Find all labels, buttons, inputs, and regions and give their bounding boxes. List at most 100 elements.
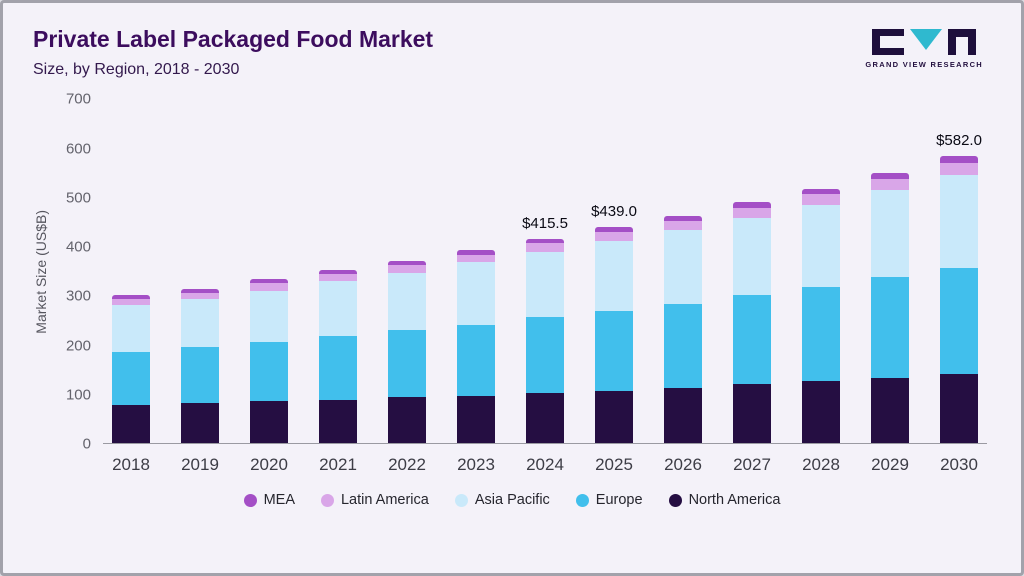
segment-asia-pacific bbox=[181, 299, 219, 348]
legend-label: North America bbox=[688, 492, 781, 509]
segment-europe bbox=[595, 311, 633, 391]
segment-latin-america bbox=[319, 273, 357, 282]
bar-2028: 2028 bbox=[801, 99, 841, 474]
segment-mea bbox=[526, 238, 564, 244]
y-axis-ticks: 0 100 200 300 400 500 600 700 bbox=[53, 91, 103, 453]
segment-mea bbox=[664, 215, 702, 221]
y-axis-title-wrap: Market Size (US$B) bbox=[29, 99, 53, 444]
segment-asia-pacific bbox=[871, 190, 909, 278]
bar-2030: $582.0 2030 bbox=[936, 99, 982, 474]
segment-mea bbox=[733, 202, 771, 208]
bar-2026: 2026 bbox=[663, 99, 703, 474]
segment-latin-america bbox=[250, 283, 288, 291]
y-tick-label: 100 bbox=[65, 386, 91, 404]
x-tick-label: 2024 bbox=[526, 455, 564, 475]
segment-asia-pacific bbox=[595, 241, 633, 312]
bar-stack bbox=[181, 288, 219, 444]
segment-north-america bbox=[595, 390, 633, 444]
y-tick-label: 500 bbox=[65, 189, 91, 207]
segment-mea bbox=[250, 279, 288, 284]
y-tick-label: 200 bbox=[65, 337, 91, 355]
data-label: $415.5 bbox=[522, 214, 568, 232]
bar-stack bbox=[595, 226, 633, 444]
segment-latin-america bbox=[595, 231, 633, 242]
segment-europe bbox=[733, 295, 771, 385]
x-tick-label: 2019 bbox=[181, 455, 219, 475]
legend-label: Asia Pacific bbox=[474, 492, 550, 509]
x-tick-label: 2029 bbox=[871, 455, 909, 475]
data-label: $439.0 bbox=[591, 202, 637, 220]
bar-2024: $415.5 2024 bbox=[522, 99, 568, 475]
bar-stack bbox=[112, 295, 150, 444]
y-tick-label: 700 bbox=[65, 90, 91, 108]
segment-asia-pacific bbox=[319, 281, 357, 336]
segment-latin-america bbox=[733, 207, 771, 219]
segment-asia-pacific bbox=[526, 251, 564, 318]
bar-2022: 2022 bbox=[387, 99, 427, 474]
bar-2023: 2023 bbox=[456, 99, 496, 474]
segment-north-america bbox=[457, 395, 495, 444]
bar-stack bbox=[940, 156, 978, 444]
x-tick-label: 2018 bbox=[112, 455, 150, 475]
bar-2018: 2018 bbox=[111, 99, 151, 474]
segment-north-america bbox=[802, 381, 840, 444]
segment-mea bbox=[457, 250, 495, 255]
legend-item-north-america: North America bbox=[668, 492, 781, 509]
segment-north-america bbox=[181, 403, 219, 444]
segment-north-america bbox=[940, 373, 978, 444]
legend-dot bbox=[454, 493, 468, 507]
segment-europe bbox=[457, 324, 495, 396]
legend-item-mea: MEA bbox=[243, 492, 295, 509]
gvr-logo-icon bbox=[872, 29, 977, 55]
segment-mea bbox=[802, 188, 840, 194]
segment-asia-pacific bbox=[457, 262, 495, 325]
bar-2029: 2029 bbox=[870, 99, 910, 474]
segment-latin-america bbox=[664, 220, 702, 231]
chart-legend: MEA Latin America Asia Pacific Europe North … bbox=[3, 492, 1021, 508]
segment-europe bbox=[250, 341, 288, 402]
segment-mea bbox=[871, 172, 909, 180]
legend-item-asia-pacific: Asia Pacific bbox=[454, 492, 550, 509]
segment-latin-america bbox=[871, 179, 909, 191]
segment-north-america bbox=[733, 384, 771, 444]
legend-dot bbox=[243, 493, 257, 507]
bar-2025: $439.0 2025 bbox=[591, 99, 637, 474]
page-subtitle: Size, by Region, 2018 - 2030 bbox=[33, 61, 240, 79]
data-label: $582.0 bbox=[936, 132, 982, 150]
legend-dot bbox=[320, 493, 334, 507]
y-tick-label: 0 bbox=[82, 435, 91, 453]
segment-europe bbox=[871, 277, 909, 378]
x-tick-label: 2022 bbox=[388, 455, 426, 475]
segment-north-america bbox=[319, 399, 357, 444]
segment-europe bbox=[802, 286, 840, 382]
bar-2027: 2027 bbox=[732, 99, 772, 474]
legend-dot bbox=[575, 493, 589, 507]
bar-stack bbox=[250, 279, 288, 444]
segment-asia-pacific bbox=[250, 290, 288, 342]
bar-stack bbox=[871, 172, 909, 444]
bar-stack bbox=[802, 188, 840, 444]
x-tick-label: 2028 bbox=[802, 455, 840, 475]
legend-label: MEA bbox=[263, 492, 295, 509]
segment-north-america bbox=[664, 387, 702, 444]
bar-stack bbox=[664, 215, 702, 444]
x-tick-label: 2020 bbox=[250, 455, 288, 475]
y-axis-title: Market Size (US$B) bbox=[33, 209, 49, 334]
segment-europe bbox=[181, 347, 219, 404]
stacked-bar-chart: Market Size (US$B) 0 100 200 300 400 500 600 70… bbox=[29, 91, 987, 475]
bar-2020: 2020 bbox=[249, 99, 289, 474]
legend-dot bbox=[668, 493, 682, 507]
segment-asia-pacific bbox=[388, 272, 426, 331]
bar-stack bbox=[526, 238, 564, 444]
segment-latin-america bbox=[181, 292, 219, 300]
gvr-logo: GRAND VIEW RESEARCH bbox=[865, 29, 983, 69]
segment-north-america bbox=[388, 397, 426, 444]
chart-header: Private Label Packaged Food Market Size,… bbox=[3, 3, 1021, 79]
page-title: Private Label Packaged Food Market bbox=[33, 26, 434, 52]
bar-2019: 2019 bbox=[180, 99, 220, 474]
segment-europe bbox=[319, 335, 357, 400]
bar-stack bbox=[457, 250, 495, 444]
bar-stack bbox=[319, 269, 357, 444]
y-tick-label: 300 bbox=[65, 287, 91, 305]
segment-europe bbox=[526, 317, 564, 393]
